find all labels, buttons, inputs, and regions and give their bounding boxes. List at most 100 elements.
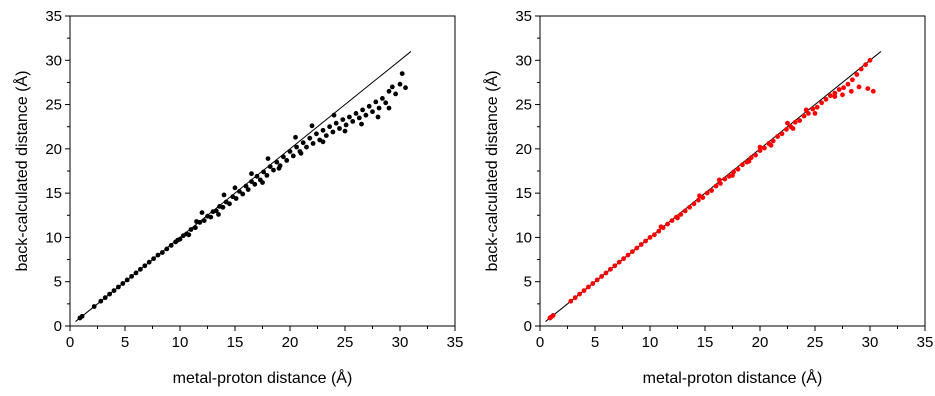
- data-point: [189, 227, 194, 232]
- data-point: [307, 136, 312, 141]
- data-point: [340, 117, 345, 122]
- data-point: [810, 107, 815, 112]
- data-point: [299, 151, 304, 156]
- x-tick-label: 20: [282, 334, 299, 351]
- data-point: [125, 278, 130, 283]
- data-point: [321, 128, 326, 133]
- data-point: [288, 149, 293, 154]
- data-point: [186, 232, 191, 237]
- data-point: [840, 92, 845, 97]
- data-point: [387, 106, 392, 111]
- data-point: [310, 123, 315, 128]
- data-point: [398, 82, 403, 87]
- data-point: [193, 225, 198, 230]
- data-point: [617, 260, 622, 265]
- x-tick-label: 5: [591, 334, 599, 351]
- data-point: [266, 156, 271, 161]
- data-point: [683, 209, 688, 214]
- data-point: [343, 129, 348, 134]
- y-tick-label: 30: [515, 52, 532, 69]
- chart-1: 0 5 10 15 20 25 30 35 0 5 10 15 20 25 30 35 metal-proton…: [12, 8, 463, 387]
- data-point: [815, 105, 820, 110]
- data-point: [785, 121, 790, 126]
- data-point: [604, 271, 609, 276]
- data-point: [722, 177, 727, 182]
- data-point: [138, 267, 143, 272]
- data-point: [260, 180, 265, 185]
- data-point: [659, 224, 664, 229]
- data-point: [797, 118, 802, 123]
- x-tick-label: 10: [642, 334, 659, 351]
- data-point: [696, 198, 701, 203]
- data-point: [771, 139, 776, 144]
- data-point: [129, 274, 134, 279]
- data-point: [175, 238, 180, 243]
- y-tick-label: 35: [515, 8, 532, 25]
- data-point: [612, 263, 617, 268]
- data-point: [802, 114, 807, 119]
- y-tick-label: 5: [54, 274, 62, 291]
- data-point: [234, 196, 239, 201]
- data-point: [595, 278, 600, 283]
- x-tick-label: 25: [337, 334, 354, 351]
- data-point: [357, 116, 362, 121]
- data-point: [268, 164, 273, 169]
- data-point: [377, 106, 382, 111]
- y-tick-label: 30: [45, 52, 62, 69]
- data-point: [240, 192, 245, 197]
- data-point: [791, 126, 796, 131]
- data-point: [762, 146, 767, 151]
- y-tick-label: 0: [524, 318, 532, 335]
- data-point: [793, 120, 798, 125]
- data-point: [850, 77, 855, 82]
- data-point: [373, 100, 378, 105]
- x-tick-label: 30: [392, 334, 409, 351]
- data-point: [281, 154, 286, 159]
- data-point: [551, 313, 556, 318]
- data-point: [390, 85, 395, 90]
- data-point: [854, 72, 859, 77]
- data-point: [261, 170, 266, 175]
- y-tick-label: 10: [45, 229, 62, 246]
- data-point: [590, 281, 595, 286]
- data-point: [327, 124, 332, 129]
- data-point: [164, 247, 169, 252]
- data-point: [246, 187, 251, 192]
- data-point: [626, 253, 631, 258]
- data-point: [692, 201, 697, 206]
- data-point: [364, 113, 369, 118]
- data-point: [648, 235, 653, 240]
- data-point: [151, 256, 156, 261]
- data-point: [359, 122, 364, 127]
- data-point: [120, 281, 125, 286]
- data-point: [675, 216, 680, 221]
- data-point: [134, 271, 139, 276]
- data-point: [208, 215, 213, 220]
- data-point: [813, 111, 818, 116]
- x-tick-label: 0: [66, 334, 74, 351]
- data-point: [400, 71, 405, 76]
- data-point: [758, 145, 763, 150]
- data-point: [354, 111, 359, 116]
- x-axis-label: metal-proton distance (Å): [173, 368, 353, 387]
- y-tick-label: 5: [524, 274, 532, 291]
- data-point: [147, 260, 152, 265]
- data-point: [846, 82, 851, 87]
- data-point: [697, 193, 702, 198]
- data-point: [271, 168, 276, 173]
- data-point: [80, 314, 85, 319]
- data-point: [639, 242, 644, 247]
- data-point: [780, 131, 785, 136]
- data-point: [868, 58, 873, 63]
- data-point: [736, 167, 741, 172]
- data-point: [103, 295, 108, 300]
- x-tick-label: 20: [752, 334, 769, 351]
- data-point: [634, 246, 639, 251]
- data-point: [709, 188, 714, 193]
- data-point: [678, 212, 683, 217]
- data-point: [837, 87, 842, 92]
- data-point: [107, 292, 112, 297]
- data-point: [301, 140, 306, 145]
- data-point: [656, 229, 661, 234]
- data-point: [222, 193, 227, 198]
